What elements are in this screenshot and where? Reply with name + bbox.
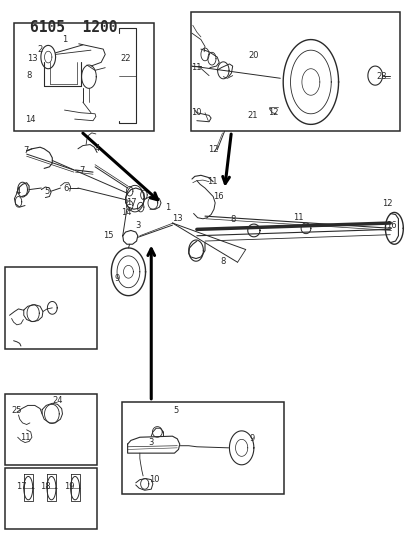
Text: 15: 15 (103, 231, 113, 240)
Bar (5, 394, 97, 465)
Text: 6: 6 (63, 183, 68, 192)
Text: 11: 11 (190, 63, 201, 72)
Text: 17: 17 (126, 198, 137, 207)
Text: 1: 1 (164, 203, 170, 212)
Bar (190, 12, 400, 131)
Text: 23: 23 (376, 72, 387, 81)
Text: 13: 13 (27, 54, 37, 62)
Text: 12: 12 (381, 199, 392, 208)
Text: 8: 8 (26, 71, 31, 80)
Text: 5: 5 (44, 187, 49, 196)
Text: 22: 22 (120, 54, 130, 62)
Text: 24: 24 (52, 395, 63, 405)
Text: 16: 16 (212, 192, 223, 201)
Text: 16: 16 (385, 221, 396, 230)
Text: 2: 2 (37, 45, 43, 54)
Bar (121, 402, 284, 495)
Text: 11: 11 (292, 213, 302, 222)
Bar (13, 22, 154, 131)
Text: 11: 11 (207, 177, 217, 186)
Text: 7: 7 (79, 166, 85, 175)
Text: 8: 8 (229, 215, 235, 224)
Text: 11: 11 (20, 433, 30, 442)
Text: 1: 1 (62, 35, 67, 44)
Text: 18: 18 (40, 482, 51, 491)
Text: 10: 10 (190, 108, 201, 117)
Text: 10: 10 (148, 475, 159, 484)
Text: 4: 4 (16, 187, 21, 196)
Text: 12: 12 (207, 146, 218, 155)
Text: 14: 14 (25, 115, 36, 124)
Text: 17: 17 (16, 482, 26, 491)
Text: 7: 7 (23, 147, 29, 156)
Text: 20: 20 (248, 51, 258, 60)
Bar (5, 468, 97, 529)
Text: 9: 9 (249, 434, 254, 443)
Text: 25: 25 (11, 406, 22, 415)
Text: 6105  1200: 6105 1200 (30, 20, 117, 35)
Bar (5, 266, 97, 349)
Text: 4: 4 (94, 144, 99, 153)
Text: 3: 3 (135, 221, 140, 230)
Text: 19: 19 (64, 482, 75, 491)
Text: 9: 9 (115, 273, 120, 282)
Text: 14: 14 (121, 208, 132, 217)
Text: 8: 8 (220, 257, 225, 265)
Text: 3: 3 (148, 438, 153, 447)
Text: 12: 12 (267, 108, 278, 117)
Text: 5: 5 (173, 406, 178, 415)
Text: 21: 21 (247, 111, 258, 120)
Text: 13: 13 (172, 214, 182, 223)
